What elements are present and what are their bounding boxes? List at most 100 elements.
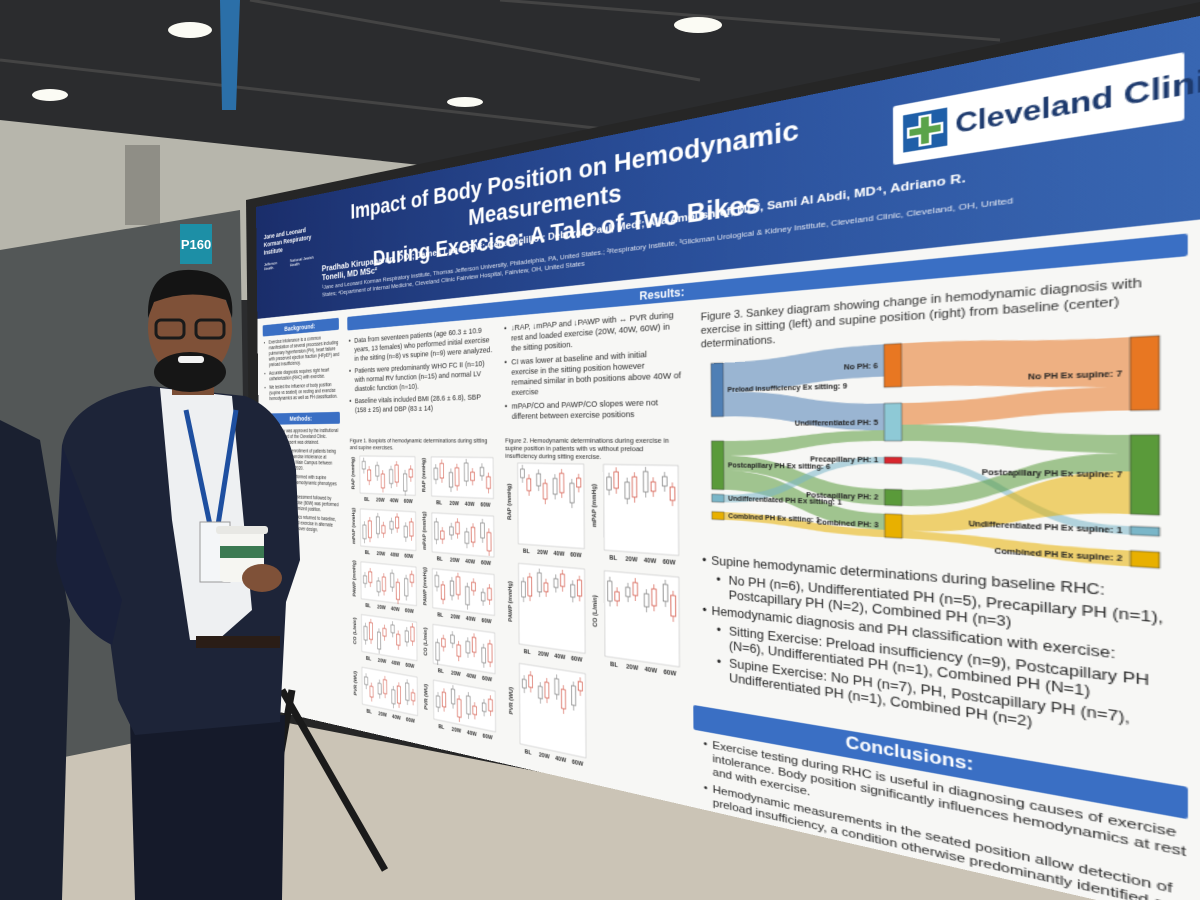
panel-x-label: BL bbox=[524, 649, 532, 656]
panel-y-label: mPAP (mmHg) bbox=[590, 483, 598, 528]
panel-x-label: 40W bbox=[465, 559, 475, 565]
panel-x-label: 60W bbox=[663, 559, 676, 566]
panel-x-label: 60W bbox=[405, 663, 414, 670]
panel-x-label: 40W bbox=[391, 660, 400, 667]
panel-y-label: CO (L/min) bbox=[422, 626, 428, 656]
panel-x-label: 60W bbox=[404, 499, 413, 505]
panel-x-label: BL bbox=[610, 661, 619, 668]
panel-y-label: PAWP (mmHg) bbox=[506, 580, 513, 622]
sankey-label: Postcapillary PH Ex sitting: 6 bbox=[728, 461, 832, 471]
panel-x-label: 60W bbox=[570, 552, 582, 559]
panel-y-label: CO (L/min) bbox=[352, 616, 357, 644]
panel-x-label: BL bbox=[366, 656, 372, 662]
plot-panel: RAP (mmHg) BL 20W 40W 60W bbox=[420, 454, 496, 508]
sankey-label: No PH Ex supine: 7 bbox=[1028, 369, 1124, 382]
panel-y-label: PVR (WU) bbox=[352, 670, 357, 696]
panel-y-label: CO (L/min) bbox=[591, 594, 599, 628]
plot-panel: RAP (mmHg) BL 20W 40W 60W bbox=[506, 460, 587, 559]
sankey: Preload insufficiency Ex sitting: 9 Postc… bbox=[701, 331, 1188, 579]
panel-x-label: 60W bbox=[483, 733, 493, 741]
panel-x-label: 40W bbox=[553, 551, 565, 558]
panel-x-label: 20W bbox=[376, 498, 385, 504]
panel-x-label: 60W bbox=[571, 656, 583, 664]
plot-panel: CO (L/min) BL 20W 40W 60W bbox=[352, 611, 419, 670]
panel-y-label: RAP (mmHg) bbox=[350, 456, 356, 489]
panel-x-label: 40W bbox=[466, 616, 476, 623]
panel-x-label: 20W bbox=[451, 670, 461, 677]
poster: Jane and Leonard Korman Respiratory Inst… bbox=[256, 14, 1200, 900]
panel-x-label: 20W bbox=[537, 549, 548, 556]
panel-x-label: 20W bbox=[452, 727, 462, 735]
panel-x-label: 20W bbox=[539, 752, 550, 760]
panel-x-label: 20W bbox=[449, 501, 459, 507]
sankey-label: Precapillary PH: 1 bbox=[810, 455, 880, 465]
ceiling-beams bbox=[0, 0, 1001, 142]
plot-panel: mPAP (mmHg) BL 20W 40W 60W bbox=[351, 507, 418, 560]
sankey-label: Postcapillary PH Ex supine: 7 bbox=[982, 467, 1125, 479]
panel-x-label: 20W bbox=[626, 664, 639, 672]
panel-x-label: 60W bbox=[406, 717, 415, 724]
panel-y-label: PAWP (mmHg) bbox=[351, 559, 357, 597]
panel-x-label: 20W bbox=[377, 551, 386, 557]
panel-y-label: mPAP (mmHg) bbox=[351, 507, 357, 544]
panel-x-label: 40W bbox=[467, 730, 477, 738]
panel-x-label: BL bbox=[436, 500, 443, 506]
panel-x-label: 20W bbox=[451, 614, 461, 621]
panel-x-label: BL bbox=[438, 724, 445, 731]
panel-x-label: 40W bbox=[390, 498, 399, 504]
panel-x-label: 40W bbox=[465, 501, 475, 507]
panel-y-label: PVR (WU) bbox=[507, 686, 514, 715]
panel-y-label: RAP (mmHg) bbox=[420, 457, 426, 492]
panel-y-label: PAWP (mmHg) bbox=[422, 566, 428, 606]
panel-x-label: 40W bbox=[645, 666, 658, 674]
panel-x-label: 40W bbox=[466, 673, 476, 680]
panel-x-label: BL bbox=[365, 603, 371, 609]
booth-sign: P160 bbox=[181, 237, 211, 252]
plot-panel: PAWP (mmHg) BL 20W 40W 60W bbox=[351, 559, 419, 615]
plot-panel: PAWP (mmHg) BL 20W 40W 60W bbox=[422, 566, 496, 625]
pillar bbox=[125, 145, 160, 225]
panel-x-label: BL bbox=[438, 668, 445, 675]
plot-panel: CO (L/min) BL 20W 40W 60W bbox=[422, 621, 497, 683]
booth-sign-bg bbox=[180, 224, 212, 264]
panel-x-label: BL bbox=[364, 497, 370, 502]
panel-x-label: 60W bbox=[404, 553, 413, 559]
panel-x-label: 20W bbox=[538, 651, 549, 659]
panel-x-label: BL bbox=[366, 709, 372, 715]
panel-x-label: BL bbox=[525, 749, 533, 756]
panel-x-label: 40W bbox=[390, 552, 399, 558]
panel-x-label: BL bbox=[437, 612, 444, 618]
sankey-label: Postcapillary PH: 2 bbox=[806, 490, 880, 501]
plot-panel: mPAP (mmHg) BL 20W 40W 60W bbox=[590, 462, 682, 566]
panel-x-label: 40W bbox=[554, 653, 566, 661]
panel-x-label: 60W bbox=[481, 560, 491, 567]
panel-y-label: mPAP (mmHg) bbox=[421, 511, 427, 551]
panel-x-label: 60W bbox=[572, 759, 584, 768]
presenter bbox=[56, 269, 300, 900]
panel-x-label: 20W bbox=[377, 604, 386, 610]
panel-y-label: RAP (mmHg) bbox=[506, 483, 513, 520]
plot-panel: PAWP (mmHg) BL 20W 40W 60W bbox=[506, 560, 588, 664]
panel-x-label: 60W bbox=[405, 608, 414, 615]
plot-panel: CO (L/min) BL 20W 40W 60W bbox=[591, 567, 682, 677]
plot-panel: mPAP (mmHg) BL 20W 40W 60W bbox=[421, 511, 496, 567]
panel-x-label: 40W bbox=[555, 756, 567, 764]
panel-x-label: 60W bbox=[482, 676, 492, 683]
panel-x-label: BL bbox=[523, 548, 531, 554]
sankey-label: Undifferentiated PH: 5 bbox=[795, 418, 880, 428]
panel-x-label: 20W bbox=[450, 557, 460, 563]
panel-y-label: PVR (WU) bbox=[423, 683, 429, 711]
plot-panel: PVR (WU) BL 20W 40W 60W bbox=[507, 659, 589, 768]
panel-x-label: 20W bbox=[625, 556, 638, 563]
panel-x-label: 60W bbox=[482, 618, 492, 625]
plot-panel: RAP (mmHg) BL 20W 40W 60W bbox=[350, 454, 418, 505]
panel-x-label: BL bbox=[609, 555, 618, 562]
panel-x-label: BL bbox=[365, 550, 371, 556]
panel-x-label: 60W bbox=[663, 669, 676, 677]
panel-x-label: 20W bbox=[378, 711, 387, 718]
panel-x-label: 60W bbox=[481, 502, 491, 508]
panel-x-label: 40W bbox=[391, 606, 400, 612]
panel-x-label: 20W bbox=[378, 658, 387, 665]
